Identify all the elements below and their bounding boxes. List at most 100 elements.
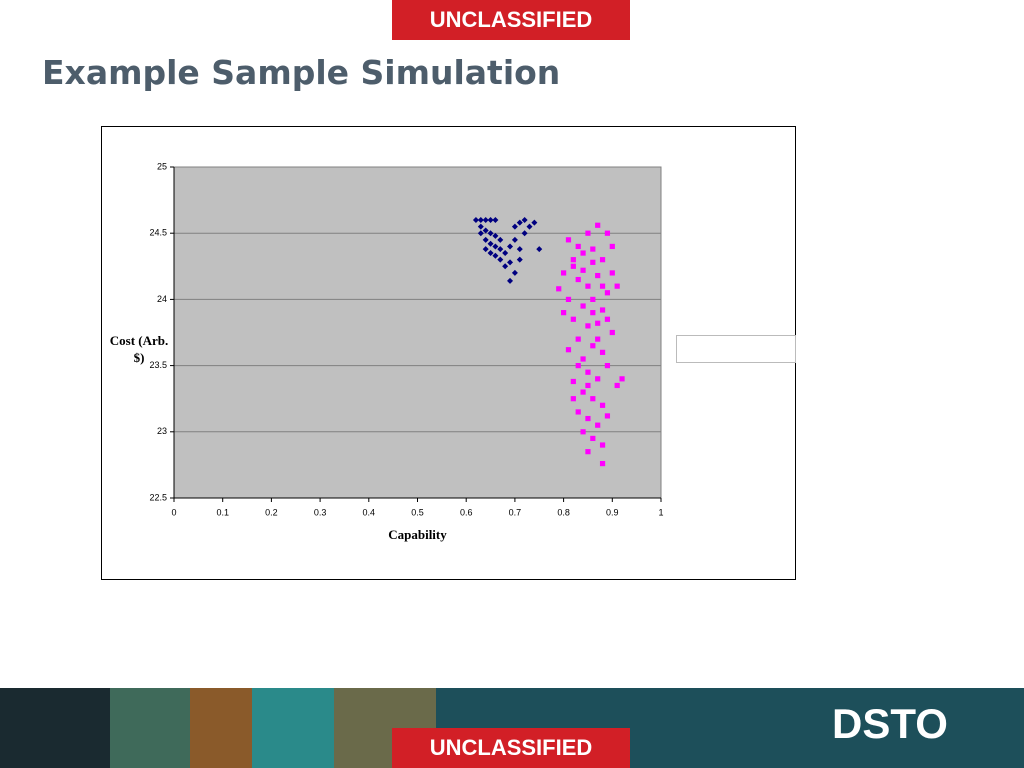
point [507,259,514,266]
x-tick-label: 0.3 [314,507,327,517]
bottom-banner-text: UNCLASSIFIED [430,735,593,760]
point [482,216,489,223]
x-tick-label: 0.6 [460,507,473,517]
point [516,219,523,226]
x-tick-label: 0.1 [216,507,229,517]
x-tick-label: 0 [171,507,176,517]
point [502,250,509,257]
point [497,236,504,243]
point [482,227,489,234]
x-tick-label: 1 [658,507,663,517]
bottom-banner [392,728,630,768]
point [609,329,615,336]
point [487,216,494,223]
point [580,267,586,273]
point [497,246,504,253]
y-tick-label: 25 [157,161,167,171]
point [604,316,611,322]
point [477,230,484,237]
point [585,382,591,389]
point [561,270,567,276]
point [580,356,586,362]
point [570,396,576,402]
x-tick-label: 0.7 [509,507,522,517]
point [595,336,601,342]
x-tick-label: 0.5 [411,507,424,517]
point [516,256,523,263]
x-tick-label: 0.8 [557,507,570,517]
point [570,378,576,385]
y-axis-label: Cost (Arb. $) [109,333,169,365]
point [492,252,499,259]
point [580,303,586,309]
point [511,223,518,230]
point [477,216,484,223]
point [595,272,601,279]
point [614,283,620,289]
point [575,409,581,415]
point [585,369,591,375]
y-tick-label: 23.5 [149,360,167,370]
point [521,216,528,223]
point [609,243,615,250]
point [502,263,509,270]
point [507,277,514,284]
point [561,310,567,316]
point [614,382,620,389]
y-tick-label: 24 [157,294,167,304]
point [497,256,504,263]
point [599,460,606,467]
point [526,223,533,230]
point [590,343,596,349]
point [565,296,572,302]
point [595,320,601,326]
point [521,230,528,237]
legend-box [676,335,796,363]
point [570,316,576,322]
point [487,250,494,257]
point [531,219,538,226]
point [565,347,572,353]
footer-photo [252,688,334,768]
point [570,263,576,269]
footer-photo [190,688,252,768]
point [590,296,596,302]
point [585,230,591,236]
slide-title: Example Sample Simulation [42,53,560,92]
point [590,246,596,252]
point [580,250,586,256]
point [536,246,543,253]
point [575,336,581,342]
top-banner [392,0,630,40]
y-tick-label: 24.5 [149,228,167,238]
footer-photo [0,688,110,768]
point [472,216,479,223]
point [585,415,591,422]
point [570,257,576,263]
point [585,323,591,329]
point [590,310,596,316]
point [575,363,581,369]
point [556,286,562,292]
point [482,246,489,253]
point [580,429,586,435]
point [516,246,523,253]
point [492,243,499,250]
point [609,270,615,276]
point [477,223,484,230]
top-banner-text: UNCLASSIFIED [430,7,593,32]
point [487,230,494,237]
point [511,236,518,243]
point [590,435,596,442]
point [604,363,611,369]
point [599,402,606,408]
point [599,442,606,448]
plot-area [173,166,662,499]
logo: DSTO [832,700,948,747]
x-axis-label: Capability [388,527,447,542]
point [595,222,601,228]
point [590,396,596,402]
point [619,376,625,382]
point [585,449,591,455]
